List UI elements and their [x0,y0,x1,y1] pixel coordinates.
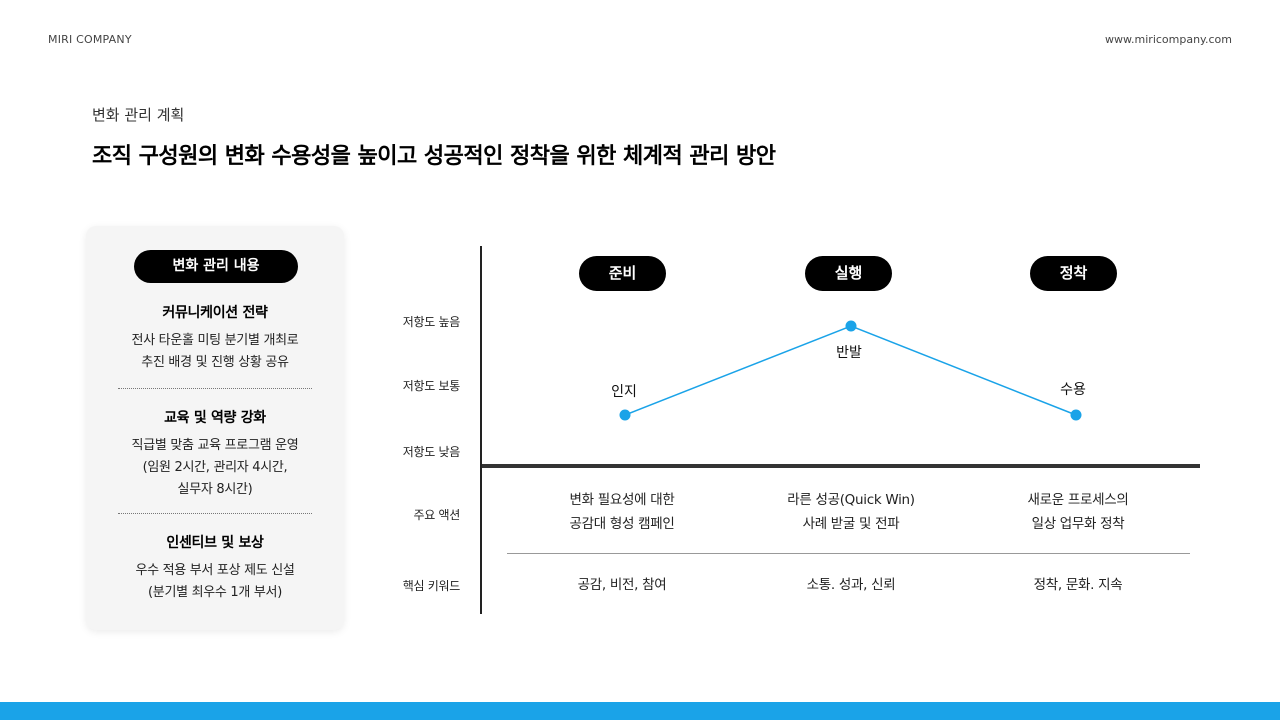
panel-divider [118,513,312,514]
action-line: 공감대 형성 캠페인 [569,516,675,532]
action-line: 사례 받굴 및 전파 [802,516,900,532]
panel-item-incentive: 인센티브 및 보상 우수 적용 부서 포상 제도 신설 (분기별 최우수 1개 … [86,532,344,604]
vertical-axis [480,246,482,614]
point-label-awareness: 인지 [611,384,637,400]
panel-header-badge: 변화 관리 내용 [134,250,298,283]
point-label-acceptance: 수용 [1060,382,1086,398]
panel-item-title: 교육 및 역량 강화 [164,410,266,426]
phase-prepare: 준비 [579,256,666,291]
panel-item-line: 직급별 맞춤 교육 프로그램 운영 [131,438,299,453]
resistance-line [624,325,1077,416]
slide-subtitle: 변화 관리 계획 [92,106,185,124]
phase-execute: 실행 [805,256,892,291]
row-divider [507,553,1190,554]
phase-settle: 정착 [1030,256,1117,291]
horizontal-axis [482,464,1200,468]
y-label-low: 저항도 낮음 [402,445,461,459]
panel-item-line: 전사 타운홀 미팅 분기별 개최로 [131,333,299,348]
action-line: 일상 업무화 정착 [1031,516,1125,532]
action-line: 새로운 프로세스의 [1027,492,1129,508]
website-url[interactable]: www.miricompany.com [1105,33,1232,46]
change-management-panel: 변화 관리 내용 커뮤니케이션 전략 전사 타운홀 미팅 분기별 개최로 추진 … [86,226,344,630]
point-label-resistance: 반발 [836,345,862,361]
action-cell-execute: 라른 성공(Quick Win) 사례 받굴 및 전파 [736,488,966,536]
y-label-medium: 저항도 보통 [402,379,461,393]
panel-divider [118,388,312,389]
panel-item-line: 우수 적용 부서 포상 제도 신설 [135,563,295,578]
keyword-cell-settle: 정착, 문화. 지속 [1033,577,1123,593]
action-line: 변화 필요성에 대한 [569,492,675,508]
panel-item-title: 인센티브 및 보상 [166,535,264,551]
panel-item-title: 커뮤니케이션 전략 [162,305,268,321]
point-awareness [619,409,631,421]
row-label-keywords: 핵심 키워드 [402,579,461,593]
panel-item-line: 실무자 8시간) [177,482,253,497]
footer-accent-bar [0,702,1280,720]
brand-name: MIRI COMPANY [48,33,132,46]
row-label-actions: 주요 액션 [413,508,461,522]
keyword-cell-execute: 소통. 성과, 신뢰 [806,577,896,593]
action-cell-settle: 새로운 프로세스의 일상 업무화 정착 [963,488,1193,536]
panel-item-line: 추진 배경 및 진행 상황 공유 [141,355,289,370]
point-resistance [845,320,857,332]
keyword-cell-prepare: 공감, 비전, 참여 [577,577,667,593]
panel-item-line: (임원 2시간, 관리자 4시간, [142,460,288,475]
y-label-high: 저항도 높음 [402,315,461,329]
action-cell-prepare: 변화 필요성에 대한 공감대 형성 캠페인 [507,488,737,536]
slide-title: 조직 구성원의 변화 수용성을 높이고 성공적인 정착을 위한 체계적 관리 방… [92,144,776,169]
panel-item-line: (분기별 최우수 1개 부서) [148,585,282,600]
point-acceptance [1070,409,1082,421]
action-line: 라른 성공(Quick Win) [787,492,915,508]
panel-item-communication: 커뮤니케이션 전략 전사 타운홀 미팅 분기별 개최로 추진 배경 및 진행 상… [86,302,344,374]
panel-item-education: 교육 및 역량 강화 직급별 맞춤 교육 프로그램 운영 (임원 2시간, 관리… [86,407,344,501]
